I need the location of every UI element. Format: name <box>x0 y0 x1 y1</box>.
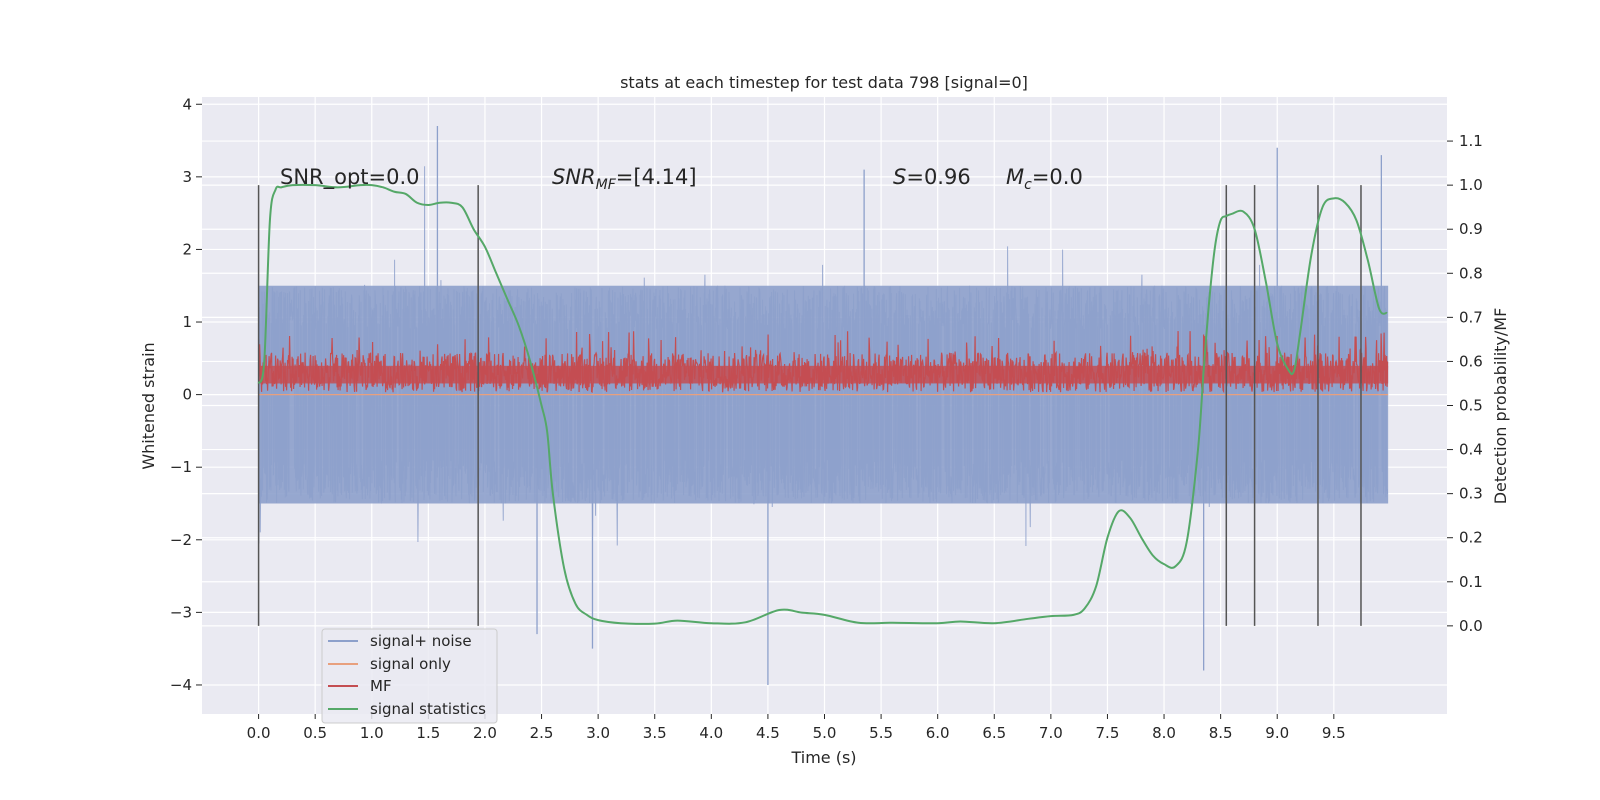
x-tick-label: 3.0 <box>586 724 610 742</box>
x-tick-label: 0.5 <box>303 724 327 742</box>
snr-opt-annotation: SNR_opt=0.0 <box>280 165 420 190</box>
right-y-tick-label: 0.0 <box>1459 617 1483 635</box>
mf-band <box>258 365 1389 384</box>
signal-statistics-line <box>257 183 1388 625</box>
right-axis-ticks: 1.1 1.0 0.9 0.8 0.7 0.6 0.5 0.4 0.3 0.2 0.1 0.0 <box>1447 132 1483 635</box>
x-axis-ticks: 0.0 0.5 1.0 1.5 2.0 2.5 3.0 3.5 4.0 4.5 5.0 5.5 6.0 6… <box>247 714 1346 742</box>
y-axis-left-label: Whitened strain <box>139 342 158 469</box>
mc-subscript: c <box>1024 177 1032 193</box>
x-tick-label: 4.5 <box>756 724 780 742</box>
left-y-tick-label: 0 <box>182 386 192 404</box>
s-annotation: S=0.96 <box>893 165 971 189</box>
x-tick-label: 5.5 <box>869 724 893 742</box>
right-y-tick-label: 0.3 <box>1459 485 1483 503</box>
x-tick-label: 3.5 <box>643 724 667 742</box>
x-tick-label: 5.0 <box>813 724 837 742</box>
x-tick-label: 7.0 <box>1039 724 1063 742</box>
snr-mf-value: =[4.14] <box>616 165 697 189</box>
x-tick-label: 0.0 <box>247 724 271 742</box>
x-tick-label: 8.0 <box>1152 724 1176 742</box>
left-y-tick-label: 4 <box>182 95 192 113</box>
right-y-tick-label: 0.5 <box>1459 397 1483 415</box>
left-y-tick-label: −1 <box>170 458 192 476</box>
x-axis-label: Time (s) <box>790 748 856 767</box>
right-y-tick-label: 0.1 <box>1459 573 1483 591</box>
left-axis-ticks: 4 3 2 1 0 −1 −2 −3 −4 <box>170 95 202 694</box>
legend-label-signal-statistics: signal statistics <box>370 700 486 718</box>
x-tick-label: 6.5 <box>982 724 1006 742</box>
left-y-tick-label: −4 <box>170 676 192 694</box>
y-axis-right-label: Detection probability/MF <box>1491 308 1510 505</box>
right-y-tick-label: 0.7 <box>1459 308 1483 326</box>
mc-symbol: M <box>1006 165 1024 189</box>
right-y-tick-label: 0.6 <box>1459 352 1483 370</box>
legend: signal+ noise signal only MF signal stat… <box>321 628 498 724</box>
x-tick-label: 8.5 <box>1209 724 1233 742</box>
snr-mf-symbol: SNR <box>552 165 596 189</box>
x-tick-label: 1.5 <box>416 724 440 742</box>
right-y-tick-label: 0.2 <box>1459 529 1483 547</box>
legend-box <box>321 628 498 724</box>
x-tick-label: 2.0 <box>473 724 497 742</box>
right-y-tick-label: 0.9 <box>1459 220 1483 238</box>
left-y-tick-label: 3 <box>182 168 192 186</box>
left-y-tick-label: −3 <box>170 603 192 621</box>
x-tick-label: 9.5 <box>1322 724 1346 742</box>
right-y-tick-label: 1.0 <box>1459 176 1483 194</box>
mf-series <box>257 331 1389 394</box>
signal-statistics-series <box>257 183 1388 625</box>
vertical-markers <box>257 185 1362 626</box>
mc-annotation: Mc=0.0 <box>1006 165 1083 193</box>
snr-mf-annotation: SNRMF=[4.14] <box>552 165 697 193</box>
s-value: =0.96 <box>906 165 970 189</box>
right-y-tick-label: 0.8 <box>1459 264 1483 282</box>
snr-mf-subscript: MF <box>596 177 617 193</box>
x-tick-label: 2.5 <box>530 724 554 742</box>
right-y-tick-label: 0.4 <box>1459 441 1483 459</box>
x-tick-label: 9.0 <box>1265 724 1289 742</box>
mc-value: =0.0 <box>1032 165 1083 189</box>
chart-title: stats at each timestep for test data 798… <box>620 73 1028 92</box>
x-tick-label: 1.0 <box>360 724 384 742</box>
s-symbol: S <box>893 165 906 189</box>
left-y-tick-label: 2 <box>182 240 192 258</box>
legend-label-signal-noise: signal+ noise <box>370 632 472 650</box>
left-y-tick-label: −2 <box>170 531 192 549</box>
x-tick-label: 7.5 <box>1096 724 1120 742</box>
x-tick-label: 4.0 <box>699 724 723 742</box>
left-y-tick-label: 1 <box>182 313 192 331</box>
x-tick-label: 6.0 <box>926 724 950 742</box>
right-y-tick-label: 1.1 <box>1459 132 1483 150</box>
legend-label-signal-only: signal only <box>370 655 451 673</box>
legend-label-mf: MF <box>370 677 392 695</box>
